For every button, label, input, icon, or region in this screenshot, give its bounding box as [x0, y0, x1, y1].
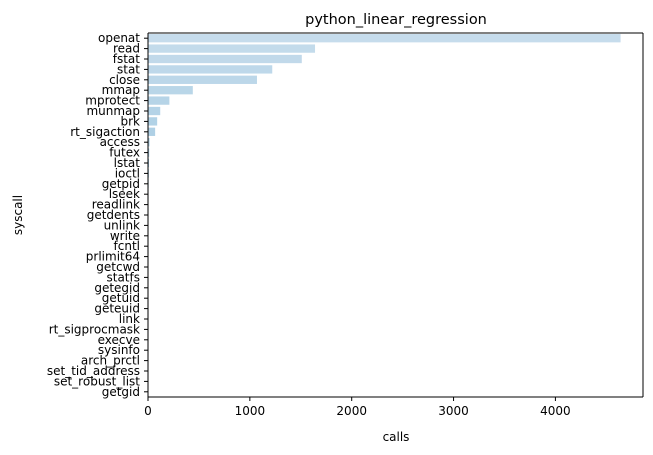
y-tick-label: fcntl — [114, 239, 140, 253]
y-tick-label: brk — [121, 114, 141, 128]
y-tick-label: set_robust_list — [54, 374, 140, 388]
y-tick-label: stat — [117, 62, 140, 76]
y-tick-label: sysinfo — [98, 343, 140, 357]
y-tick-label: ioctl — [115, 166, 140, 180]
x-tick-label: 0 — [144, 404, 152, 418]
x-axis-label: calls — [383, 430, 410, 444]
x-ticks: 0 1000 2000 3000 4000 — [144, 397, 571, 418]
y-tick-label: getgid — [102, 385, 140, 399]
bar-access — [148, 138, 150, 147]
y-tick-label: access — [100, 135, 140, 149]
bar-fstat — [148, 54, 302, 64]
x-tick-label: 2000 — [336, 404, 367, 418]
bar-stat — [148, 65, 273, 74]
x-tick-label: 4000 — [540, 404, 571, 418]
y-tick-label: unlink — [104, 218, 140, 232]
y-tick-label: openat — [98, 31, 140, 45]
bar-read — [148, 44, 316, 53]
y-tick-label: arch_prctl — [81, 354, 140, 368]
y-tick-label: getegid — [94, 281, 140, 295]
y-tick-label: mprotect — [85, 94, 140, 108]
y-tick-label: getpid — [102, 177, 140, 191]
y-tick-label: lstat — [114, 156, 141, 170]
bar-mprotect — [148, 96, 170, 105]
y-tick-label: getdents — [87, 208, 140, 222]
x-tick-label: 1000 — [235, 404, 266, 418]
x-tick-label: 3000 — [438, 404, 469, 418]
y-tick-label: read — [113, 42, 140, 56]
bar-openat — [148, 34, 621, 43]
y-tick-label: statfs — [107, 270, 141, 284]
bars — [148, 34, 621, 396]
bar-futex — [148, 148, 150, 157]
y-tick-label: link — [119, 312, 140, 326]
y-tick-label: set_tid_address — [47, 364, 140, 378]
y-tick-label: futex — [109, 146, 140, 160]
y-tick-label: fstat — [113, 52, 141, 66]
bar-munmap — [148, 106, 161, 116]
y-tick-label: rt_sigprocmask — [49, 322, 140, 336]
y-tick-label: getuid — [102, 291, 140, 305]
y-tick-label: rt_sigaction — [70, 125, 140, 139]
y-tick-label: munmap — [86, 104, 140, 118]
y-tick-label: write — [110, 229, 140, 243]
y-tick-label: close — [109, 73, 140, 87]
y-tick-label: prlimit64 — [86, 250, 140, 264]
y-tick-labels: openatreadfstatstatclosemmapmprotectmunm… — [47, 31, 148, 399]
y-tick-label: mmap — [102, 83, 140, 97]
bar-brk — [148, 117, 158, 126]
bar-rt_sigaction — [148, 127, 156, 136]
bar-close — [148, 75, 257, 84]
bar-mmap — [148, 86, 193, 95]
y-tick-label: geteuid — [94, 302, 140, 316]
chart-title: python_linear_regression — [305, 12, 487, 28]
y-axis-label: syscall — [11, 195, 25, 235]
y-tick-label: lseek — [109, 187, 140, 201]
bar-lstat — [148, 158, 150, 168]
y-tick-label: execve — [98, 333, 140, 347]
y-tick-label: readlink — [92, 198, 140, 212]
y-tick-label: getcwd — [96, 260, 140, 274]
